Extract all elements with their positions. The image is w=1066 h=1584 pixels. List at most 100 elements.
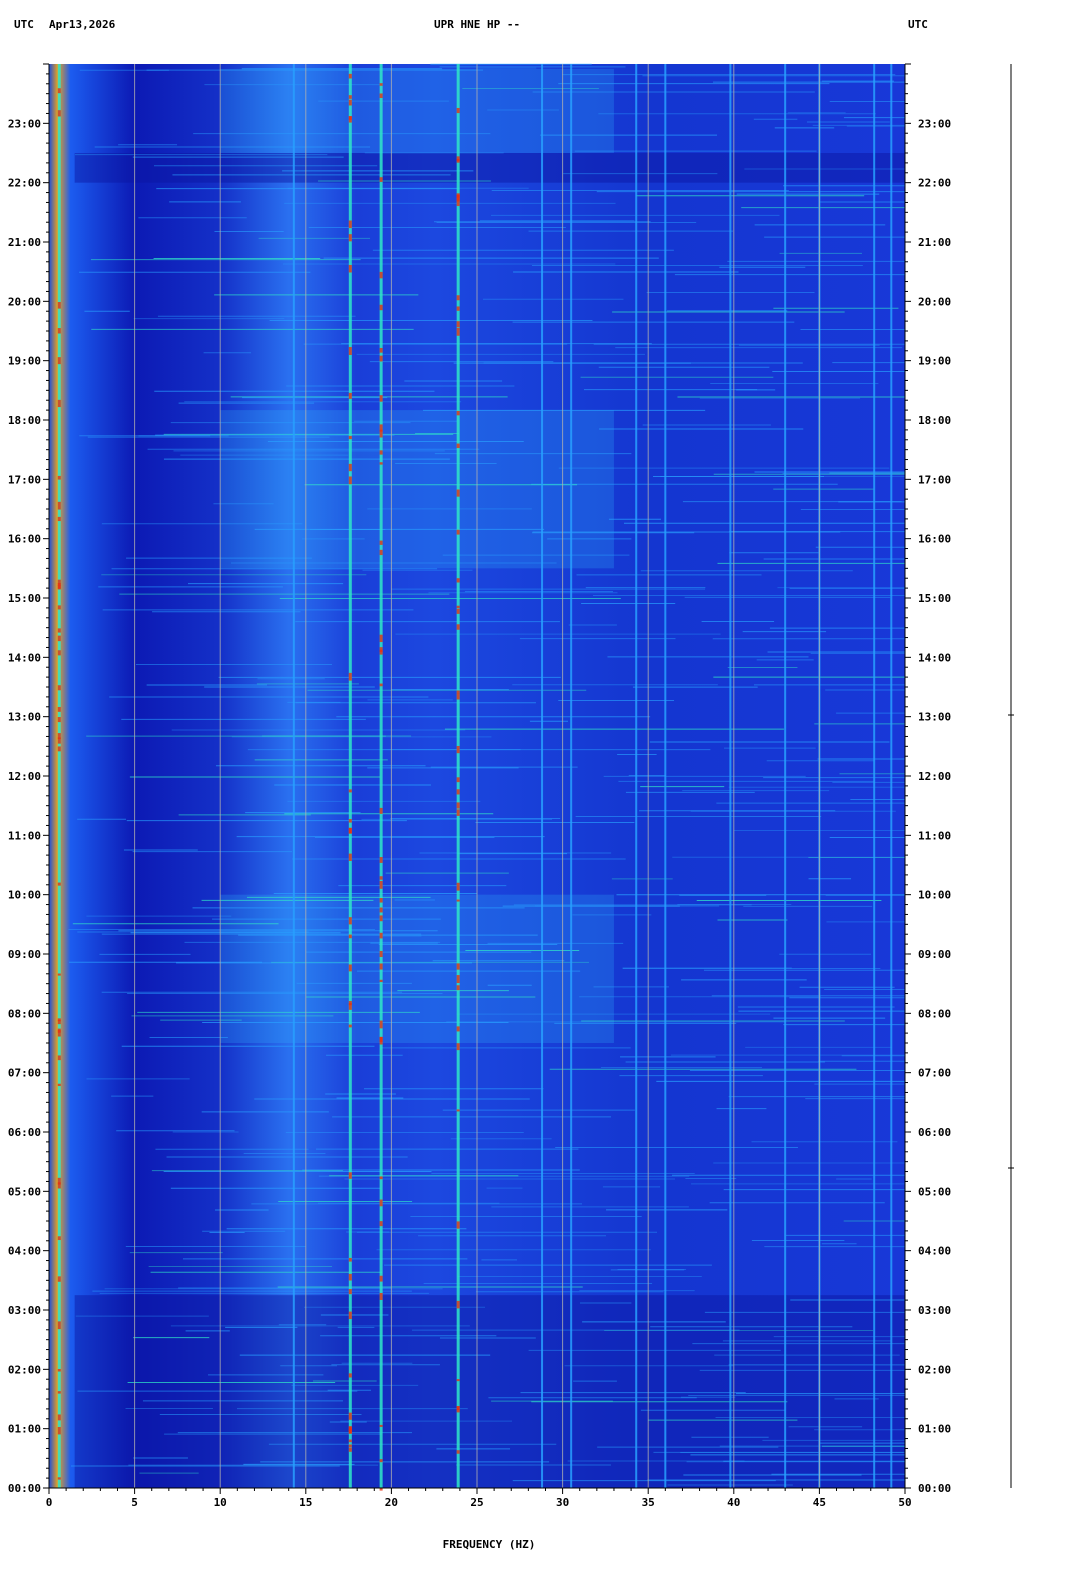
spectral-peak <box>57 1177 61 1185</box>
spectral-peak <box>379 647 383 653</box>
x-tick-label: 35 <box>642 1496 655 1509</box>
spectral-peak <box>456 1221 460 1229</box>
spectral-peak <box>57 501 61 510</box>
spectral-peak <box>57 1018 61 1022</box>
y-tick-label-left: 23:00 <box>8 117 41 130</box>
spectral-peak <box>379 807 383 814</box>
spectral-peak <box>456 107 460 114</box>
y-tick-label-left: 07:00 <box>8 1067 41 1080</box>
spectral-peak <box>348 1412 352 1420</box>
spectral-peak <box>456 321 460 328</box>
spectral-peak <box>348 1172 352 1179</box>
x-tick-label: 10 <box>214 1496 227 1509</box>
spectral-peak <box>348 934 352 939</box>
spectral-peak <box>379 395 383 402</box>
spectral-peak <box>379 950 383 957</box>
spectral-peak <box>379 1424 383 1427</box>
spectral-peak <box>348 1447 352 1450</box>
spectral-peak <box>379 649 383 655</box>
spectral-peak <box>379 898 383 903</box>
spectral-peak <box>348 476 352 485</box>
spectral-peak <box>456 200 460 207</box>
spectral-peak <box>348 827 352 834</box>
y-tick-label-right: 04:00 <box>918 1245 951 1258</box>
spectral-peak <box>456 295 460 301</box>
x-tick-label: 15 <box>299 1496 312 1509</box>
spectral-peak <box>57 1321 61 1330</box>
y-tick-label-left: 19:00 <box>8 355 41 368</box>
spectral-peak <box>379 271 383 279</box>
spectral-peak <box>348 1003 352 1010</box>
spectral-peak <box>348 1289 352 1295</box>
spectral-peak <box>348 917 352 925</box>
x-tick-label: 0 <box>46 1496 53 1509</box>
spectral-peak <box>379 857 383 863</box>
y-tick-label-left: 06:00 <box>8 1126 41 1139</box>
spectral-peak <box>456 608 460 614</box>
spectral-peak <box>379 1275 383 1282</box>
spectral-peak <box>348 116 352 120</box>
spectral-peak <box>379 347 383 353</box>
y-tick-label-right: 05:00 <box>918 1185 951 1198</box>
spectral-peak <box>456 1450 460 1454</box>
y-axis-ticks-right: 00:00 01:00 02:00 03:00 04:00 05:00 06:00 07:00… <box>905 63 951 1495</box>
y-tick-label-right: 22:00 <box>918 177 951 190</box>
spectral-peak <box>57 1029 61 1037</box>
spectral-peak <box>379 1176 383 1180</box>
spectral-peak <box>57 1477 61 1480</box>
spectral-peak <box>348 463 352 472</box>
spectral-peak <box>379 881 383 889</box>
spectral-peak <box>57 685 61 691</box>
spectral-peak <box>379 549 383 556</box>
spectral-peak <box>456 306 460 311</box>
spectral-peak <box>57 605 61 610</box>
left-timezone-label: UTC <box>14 18 34 31</box>
spectral-peak <box>456 693 460 700</box>
spectral-peak <box>379 462 383 465</box>
x-axis-ticks: 0 5 10 15 20 25 30 35 40 45 50 <box>46 1488 912 1509</box>
spectral-peak <box>57 582 61 590</box>
spectral-peak <box>57 1426 61 1435</box>
y-tick-label-left: 03:00 <box>8 1304 41 1317</box>
spectral-peak <box>57 1414 61 1421</box>
y-tick-label-left: 00:00 <box>8 1482 41 1495</box>
spectral-peak <box>348 392 352 399</box>
spectral-lines <box>57 64 893 1491</box>
y-tick-label-left: 17:00 <box>8 473 41 486</box>
spectral-peak <box>456 963 460 970</box>
spectral-peak <box>57 1083 61 1087</box>
spectral-peak <box>57 475 61 480</box>
spectral-peak <box>57 882 61 886</box>
spectral-peak <box>456 985 460 991</box>
y-tick-label-left: 21:00 <box>8 236 41 249</box>
spectral-peak <box>379 424 383 432</box>
spectral-peak <box>348 99 352 106</box>
y-tick-label-left: 14:00 <box>8 651 41 664</box>
spectral-peak <box>379 1036 383 1045</box>
spectral-peak <box>379 1199 383 1207</box>
x-tick-label: 30 <box>556 1496 569 1509</box>
spectral-peak <box>57 579 61 586</box>
x-tick-label: 5 <box>131 1496 138 1509</box>
spectral-peak <box>379 979 383 983</box>
spectral-peak <box>379 450 383 455</box>
spectral-peak <box>348 347 352 355</box>
spectral-peak <box>348 1273 352 1281</box>
spectral-peak <box>379 907 383 913</box>
spectral-peak <box>379 683 383 687</box>
noisy-period <box>220 410 614 569</box>
spectral-peak <box>57 733 61 740</box>
y-tick-label-right: 17:00 <box>918 473 951 486</box>
spectral-peak <box>348 819 352 823</box>
spectral-peak <box>57 1019 61 1025</box>
spectral-peak <box>348 435 352 440</box>
spectral-peak <box>379 355 383 362</box>
spectral-peak <box>379 83 383 86</box>
y-tick-label-left: 05:00 <box>8 1185 41 1198</box>
spectral-peak <box>456 529 460 535</box>
spectral-peak <box>379 93 383 99</box>
y-tick-label-left: 22:00 <box>8 177 41 190</box>
spectral-peak <box>57 1391 61 1394</box>
spectral-peak <box>57 516 61 522</box>
